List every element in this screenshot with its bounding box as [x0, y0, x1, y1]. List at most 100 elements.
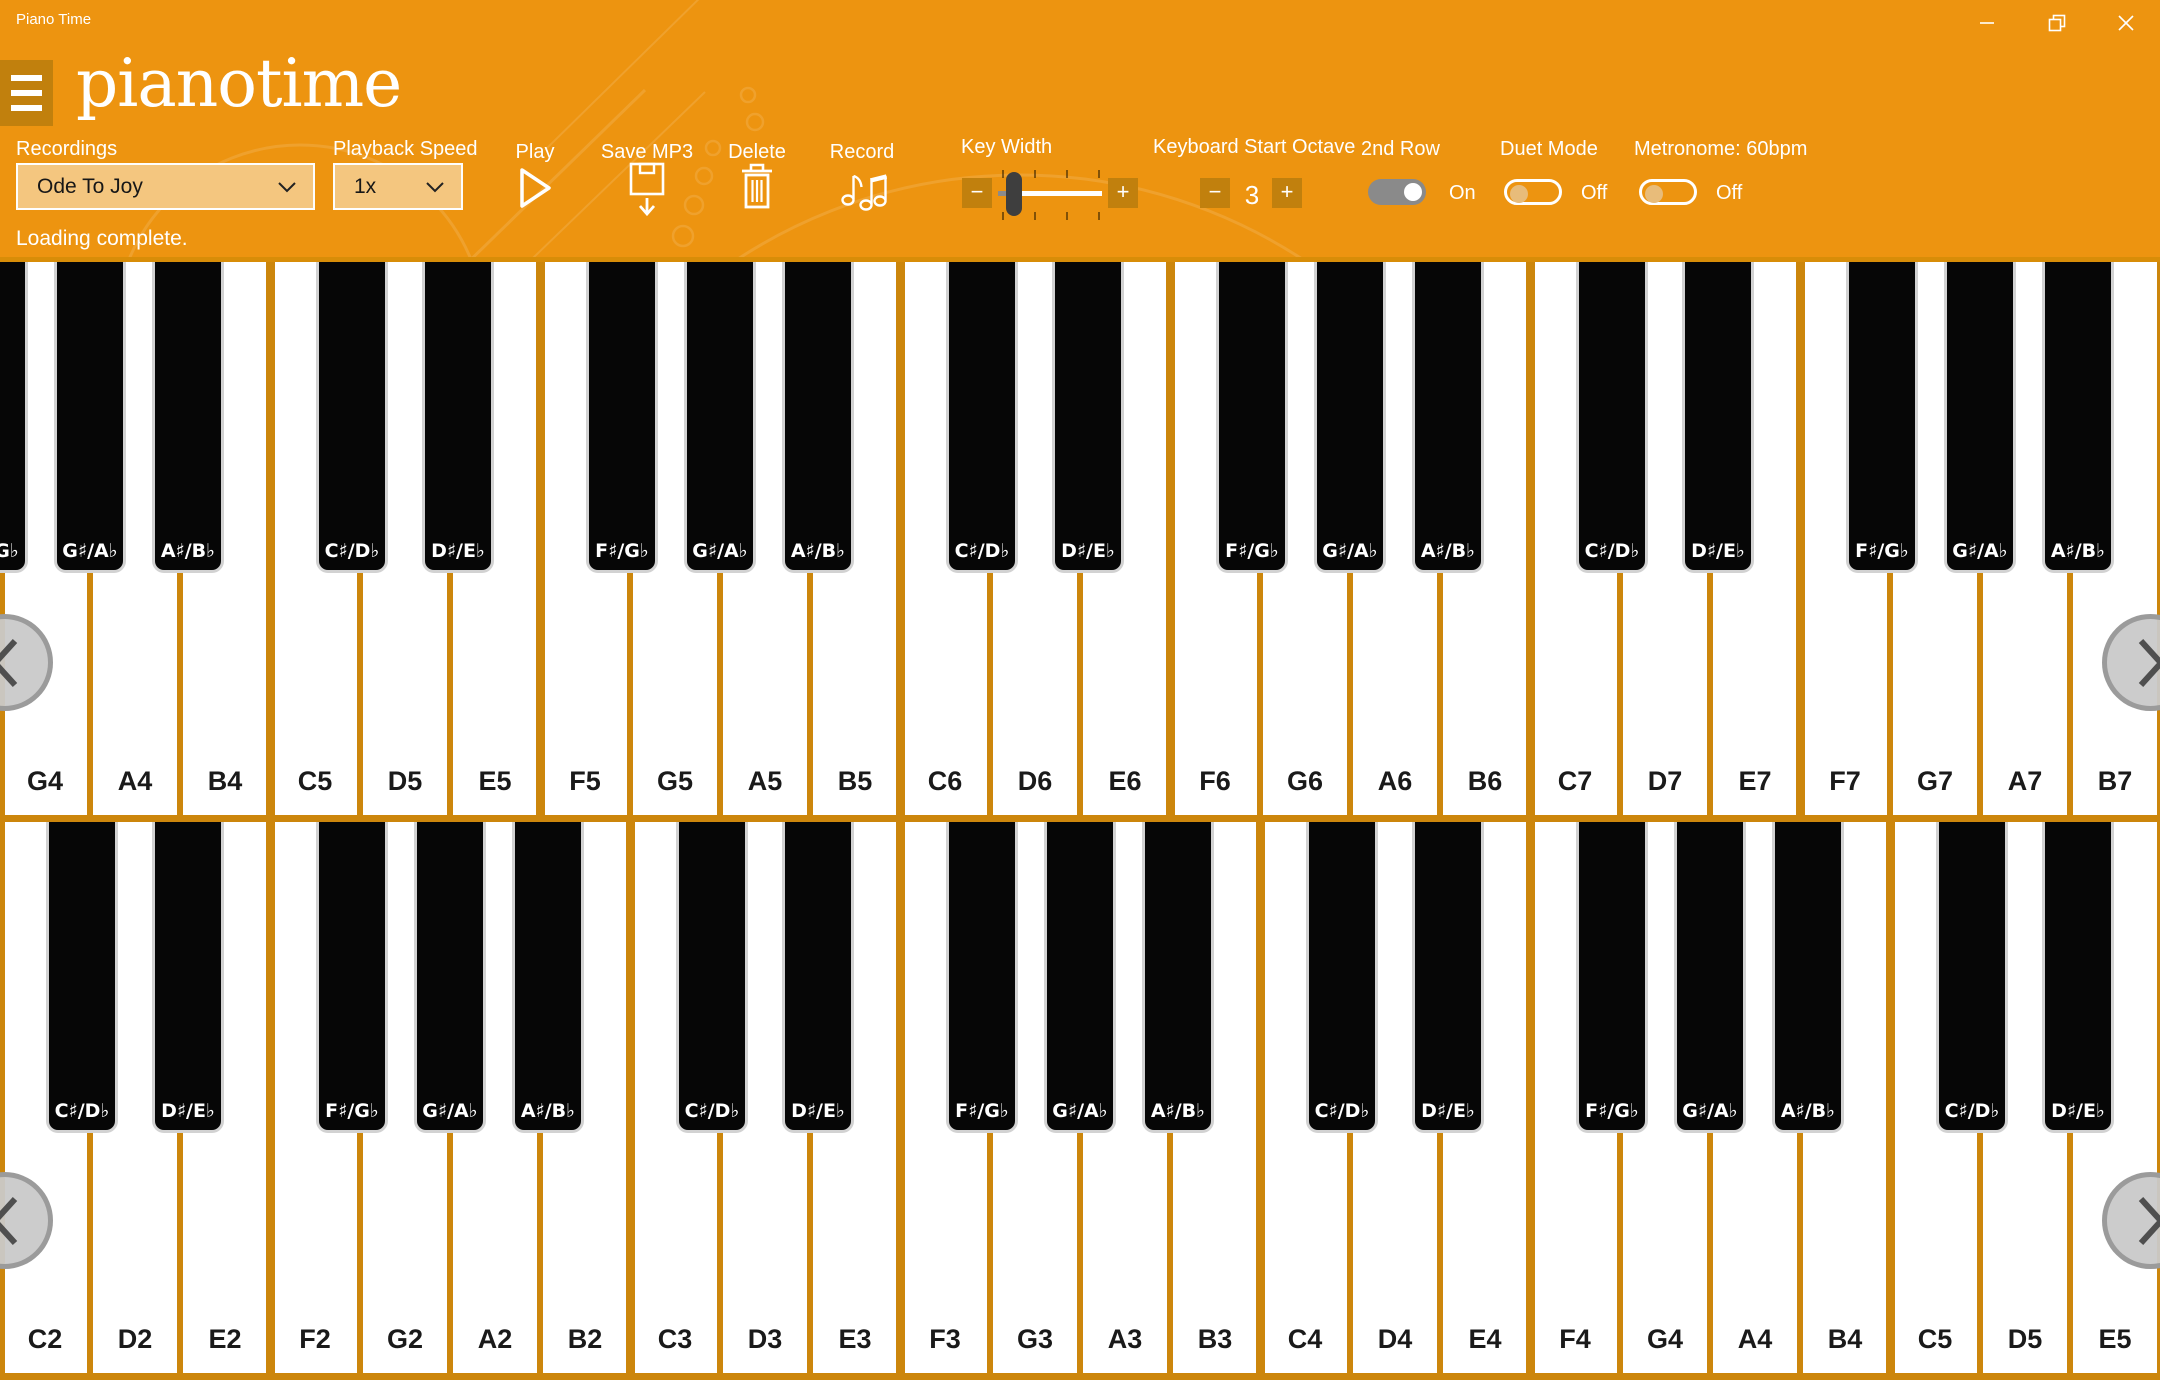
octave-increase-button[interactable]: +	[1272, 178, 1302, 208]
black-key[interactable]: F♯/G♭	[1846, 262, 1918, 573]
black-key[interactable]: G♯/A♭	[54, 262, 126, 573]
save-icon	[629, 162, 665, 217]
key-width-increase-button[interactable]: +	[1108, 178, 1138, 208]
playback-speed-dropdown[interactable]: 1x	[333, 163, 463, 210]
black-key[interactable]: G♯/A♭	[1044, 822, 1116, 1133]
restore-button[interactable]	[2025, 0, 2089, 46]
white-key-label: C4	[1287, 1324, 1323, 1354]
black-key[interactable]: A♯/B♭	[2042, 262, 2114, 573]
black-key[interactable]: A♯/B♭	[1772, 822, 1844, 1133]
white-key-label: E5	[2098, 1324, 2132, 1354]
white-key-label: G7	[1916, 766, 1954, 796]
slider-track[interactable]	[1010, 191, 1102, 196]
duet-mode-toggle[interactable]	[1504, 179, 1562, 205]
black-key[interactable]: G♯/A♭	[1314, 262, 1386, 573]
chevron-left-icon	[0, 1196, 17, 1245]
play-icon	[520, 168, 551, 208]
key-separator	[1795, 262, 1805, 815]
white-key-label: E7	[1738, 766, 1772, 796]
black-key-label: C♯/D♭	[1944, 1100, 2000, 1122]
window-title: Piano Time	[16, 11, 92, 28]
black-key[interactable]: F♯/G♭	[1576, 822, 1648, 1133]
black-key[interactable]: F♯/G♭	[316, 822, 388, 1133]
black-key[interactable]: F♯/G♭	[946, 822, 1018, 1133]
delete-button[interactable]	[737, 162, 777, 210]
black-key[interactable]: C♯/D♭	[316, 262, 388, 573]
black-key[interactable]: A♯/B♭	[1142, 822, 1214, 1133]
white-key-label: D6	[1017, 766, 1053, 796]
white-key-label: B4	[207, 766, 243, 796]
minimize-icon	[1980, 22, 1994, 24]
recordings-label: Recordings	[16, 138, 118, 160]
black-key-label: D♯/E♭	[161, 1100, 215, 1122]
white-key-label: G6	[1286, 766, 1324, 796]
black-key-label: D♯/E♭	[2051, 1100, 2105, 1122]
key-width-decrease-button[interactable]: −	[962, 178, 992, 208]
white-key-label: C5	[1917, 1324, 1953, 1354]
black-key-label: A♯/B♭	[790, 540, 846, 562]
black-key-label: F♯/G♭	[955, 1100, 1009, 1122]
black-key[interactable]: C♯/D♭	[946, 262, 1018, 573]
minimize-button[interactable]	[1955, 0, 2019, 46]
black-key[interactable]: D♯/E♭	[422, 262, 494, 573]
white-key-label: B6	[1467, 766, 1503, 796]
save-mp3-button[interactable]	[627, 161, 667, 219]
black-key-label: D♯/E♭	[1691, 540, 1745, 562]
black-key[interactable]: A♯/B♭	[782, 262, 854, 573]
black-key-label: A♯/B♭	[1150, 1100, 1206, 1122]
slider-thumb[interactable]	[1006, 172, 1022, 216]
black-key[interactable]: F♯/G♭	[0, 262, 28, 573]
white-key-label: C7	[1557, 766, 1593, 796]
black-key[interactable]: D♯/E♭	[782, 822, 854, 1133]
white-key-label: G4	[1646, 1324, 1684, 1354]
black-key[interactable]: C♯/D♭	[46, 822, 118, 1133]
black-key[interactable]: D♯/E♭	[1412, 822, 1484, 1133]
black-key[interactable]: G♯/A♭	[1674, 822, 1746, 1133]
black-key[interactable]: C♯/D♭	[676, 822, 748, 1133]
decorative-flourish	[126, 0, 1309, 262]
black-key[interactable]: C♯/D♭	[1576, 262, 1648, 573]
black-key[interactable]: G♯/A♭	[1944, 262, 2016, 573]
second-row-toggle[interactable]	[1368, 179, 1426, 205]
delete-label: Delete	[728, 141, 786, 163]
black-key[interactable]: C♯/D♭	[1306, 822, 1378, 1133]
black-key[interactable]: C♯/D♭	[1936, 822, 2008, 1133]
white-key-label: F3	[929, 1324, 961, 1354]
white-key-label: F4	[1559, 1324, 1591, 1354]
white-key-label: B3	[1197, 1324, 1233, 1354]
metronome-toggle[interactable]	[1639, 179, 1697, 205]
close-button[interactable]	[2094, 0, 2158, 46]
black-key[interactable]: D♯/E♭	[2042, 822, 2114, 1133]
black-key-label: C♯/D♭	[684, 1100, 740, 1122]
white-key-label: D5	[387, 766, 423, 796]
play-button[interactable]	[516, 165, 554, 211]
white-key-label: B5	[837, 766, 873, 796]
black-key-label: F♯/G♭	[0, 540, 19, 562]
record-label: Record	[829, 141, 895, 163]
black-key[interactable]: D♯/E♭	[1682, 262, 1754, 573]
toggle-knob	[1404, 183, 1422, 201]
black-key[interactable]: F♯/G♭	[586, 262, 658, 573]
black-key[interactable]: G♯/A♭	[684, 262, 756, 573]
black-key[interactable]: F♯/G♭	[1216, 262, 1288, 573]
black-key[interactable]: A♯/B♭	[512, 822, 584, 1133]
black-key[interactable]: D♯/E♭	[1052, 262, 1124, 573]
record-button[interactable]	[839, 166, 887, 212]
white-key-label: C5	[297, 766, 333, 796]
white-key-label: A6	[1377, 766, 1413, 796]
menu-button[interactable]	[0, 60, 53, 126]
chevron-right-icon	[2138, 638, 2160, 687]
black-key[interactable]: A♯/B♭	[1412, 262, 1484, 573]
duet-mode-state: Off	[1581, 182, 1608, 204]
black-key-label: G♯/A♭	[1322, 540, 1378, 562]
key-separator	[895, 262, 905, 815]
black-key[interactable]: D♯/E♭	[152, 822, 224, 1133]
chevron-right-icon	[2138, 1196, 2160, 1245]
black-key-label: C♯/D♭	[1584, 540, 1640, 562]
black-key[interactable]: G♯/A♭	[414, 822, 486, 1133]
black-key[interactable]: A♯/B♭	[152, 262, 224, 573]
app-logo: pianotime	[76, 45, 402, 122]
recordings-dropdown[interactable]: Ode To Joy	[16, 163, 315, 210]
black-key-label: C♯/D♭	[324, 540, 380, 562]
octave-decrease-button[interactable]: −	[1200, 178, 1230, 208]
